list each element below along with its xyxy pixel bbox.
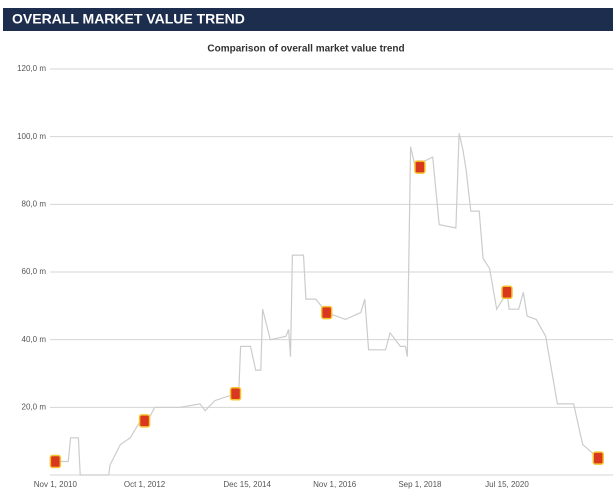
x-tick-label: Dec 15, 2014 xyxy=(223,480,271,489)
club-marker xyxy=(229,387,242,401)
header-title: OVERALL MARKET VALUE TREND xyxy=(12,11,245,27)
y-tick-label: 60,0 m xyxy=(22,267,47,276)
x-tick-label: Nov 1, 2010 xyxy=(34,480,78,489)
x-tick-label: Oct 1, 2012 xyxy=(124,480,166,489)
y-tick-label: 80,0 m xyxy=(22,199,47,208)
chart-title: Comparison of overall market value trend xyxy=(207,44,404,55)
x-tick-label: Sep 1, 2018 xyxy=(398,480,442,489)
y-tick-label: 40,0 m xyxy=(22,335,47,344)
x-tick-label: Nov 1, 2016 xyxy=(313,480,357,489)
club-marker xyxy=(414,160,426,174)
header-bar xyxy=(3,8,613,31)
y-tick-label: 100,0 m xyxy=(17,132,46,141)
y-tick-label: 20,0 m xyxy=(22,402,47,411)
y-tick-label: 120,0 m xyxy=(17,64,46,73)
club-marker xyxy=(592,451,604,465)
club-marker xyxy=(501,285,513,300)
club-marker xyxy=(320,305,333,320)
club-marker xyxy=(49,454,62,469)
club-marker xyxy=(138,414,151,428)
x-tick-label: Jul 15, 2020 xyxy=(485,480,529,489)
